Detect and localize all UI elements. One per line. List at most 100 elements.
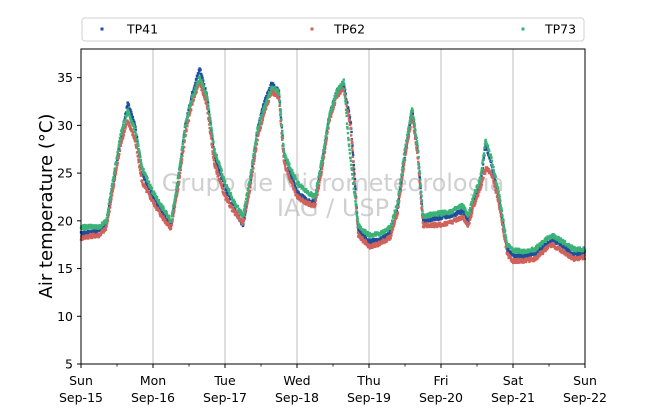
legend-label-TP73: TP73 <box>544 22 576 37</box>
point-TP73 <box>272 86 275 89</box>
point-TP41 <box>534 253 537 257</box>
point-TP62 <box>115 168 118 172</box>
point-TP62 <box>380 239 383 243</box>
point-TP62 <box>208 130 212 133</box>
point-TP62 <box>131 131 135 134</box>
point-TP73 <box>314 191 318 195</box>
point-TP73 <box>110 188 113 191</box>
point-TP73 <box>250 168 253 171</box>
point-TP62 <box>490 174 493 177</box>
point-TP62 <box>212 162 216 165</box>
point-TP62 <box>248 191 251 195</box>
point-TP62 <box>282 159 286 162</box>
point-TP62 <box>388 238 391 241</box>
point-TP73 <box>108 197 112 200</box>
point-TP73 <box>476 186 479 190</box>
point-TP73 <box>201 83 205 87</box>
point-TP73 <box>232 198 235 201</box>
point-TP73 <box>347 136 350 140</box>
point-TP62 <box>351 149 354 152</box>
point-TP73 <box>107 202 111 205</box>
point-TP73 <box>212 141 215 144</box>
point-TP73 <box>259 116 263 119</box>
point-TP62 <box>406 141 409 145</box>
point-TP73 <box>327 117 331 120</box>
point-TP73 <box>488 149 491 153</box>
point-TP73 <box>504 237 508 240</box>
point-TP73 <box>473 193 476 197</box>
point-TP73 <box>138 149 141 153</box>
point-TP41 <box>455 213 459 216</box>
point-TP73 <box>394 209 397 212</box>
point-TP62 <box>92 235 95 238</box>
point-TP73 <box>227 189 231 192</box>
point-TP73 <box>351 177 355 180</box>
point-TP62 <box>183 139 186 142</box>
point-TP62 <box>286 170 289 173</box>
point-TP73 <box>135 138 139 141</box>
point-TP73 <box>220 167 223 171</box>
point-TP41 <box>312 198 316 202</box>
point-TP73 <box>120 132 123 136</box>
point-TP41 <box>195 78 198 82</box>
point-TP73 <box>294 177 298 181</box>
point-TP62 <box>325 138 328 141</box>
point-TP62 <box>545 248 549 251</box>
point-TP62 <box>255 147 258 150</box>
point-TP73 <box>245 197 248 200</box>
point-TP62 <box>414 143 418 146</box>
point-TP62 <box>312 202 316 205</box>
point-TP41 <box>200 75 204 78</box>
point-TP62 <box>501 227 505 231</box>
point-TP73 <box>192 93 196 96</box>
point-TP41 <box>289 169 292 173</box>
point-TP73 <box>113 170 116 174</box>
point-TP73 <box>128 115 132 118</box>
point-TP62 <box>214 166 218 169</box>
point-TP73 <box>183 131 186 135</box>
point-TP73 <box>406 130 410 134</box>
point-TP73 <box>574 250 578 253</box>
point-TP73 <box>313 195 317 199</box>
point-TP62 <box>238 216 241 219</box>
watermark-line-1: Grupo de Micrometeorologia <box>162 169 504 197</box>
point-TP62 <box>256 138 259 142</box>
point-TP62 <box>106 222 109 225</box>
point-TP62 <box>402 169 405 172</box>
point-TP73 <box>205 91 208 95</box>
point-TP73 <box>179 160 182 163</box>
point-TP62 <box>351 155 355 158</box>
x-tick-label-date-4: Sep-19 <box>347 390 391 405</box>
point-TP62 <box>122 132 125 136</box>
point-TP73 <box>397 193 400 196</box>
point-TP62 <box>107 213 111 216</box>
point-TP73 <box>240 210 243 214</box>
point-TP73 <box>539 245 542 248</box>
point-TP62 <box>179 163 183 166</box>
point-TP73 <box>396 198 400 202</box>
point-TP73 <box>215 157 219 160</box>
point-TP41 <box>473 197 477 200</box>
point-TP62 <box>487 168 491 171</box>
point-TP62 <box>224 198 227 201</box>
point-TP41 <box>200 72 203 76</box>
point-TP62 <box>110 194 114 197</box>
point-TP62 <box>495 189 498 193</box>
point-TP73 <box>436 214 439 217</box>
point-TP73 <box>132 122 135 126</box>
point-TP62 <box>211 145 214 149</box>
y-axis-label: Air temperature (°C) <box>36 114 57 299</box>
point-TP41 <box>579 254 582 257</box>
point-TP73 <box>501 218 505 221</box>
point-TP41 <box>541 247 544 251</box>
point-TP73 <box>169 220 173 224</box>
point-TP41 <box>478 186 481 189</box>
point-TP73 <box>167 214 171 217</box>
point-TP73 <box>137 148 140 151</box>
point-TP73 <box>490 156 493 159</box>
point-TP73 <box>280 118 283 121</box>
point-TP62 <box>404 153 407 156</box>
point-TP41 <box>386 231 390 234</box>
point-TP73 <box>147 180 151 183</box>
point-TP73 <box>286 158 289 162</box>
